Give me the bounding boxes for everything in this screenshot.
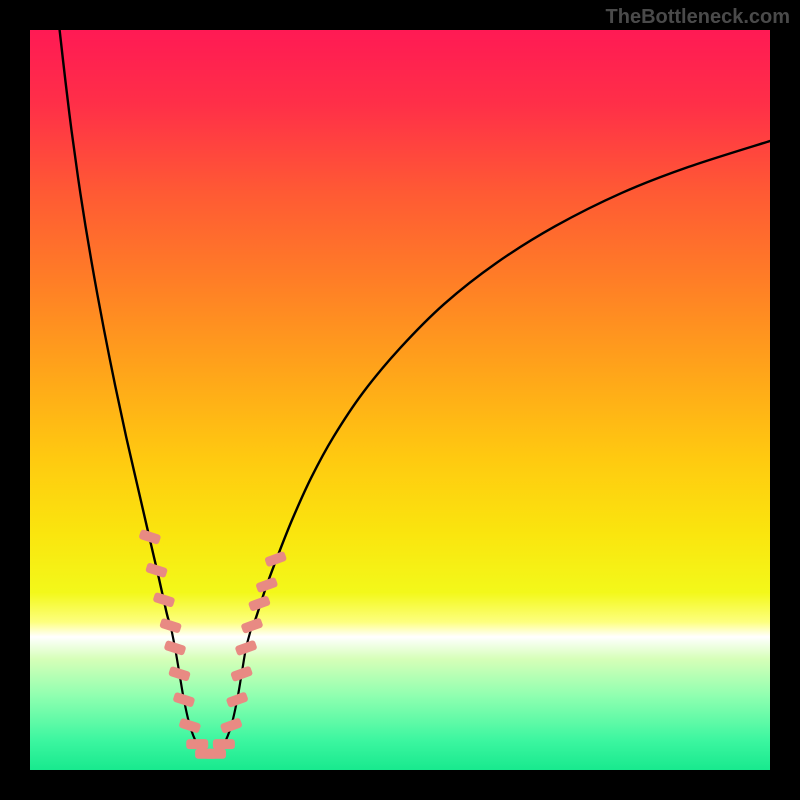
plot-area [30, 30, 770, 770]
chart-svg [30, 30, 770, 770]
chart-frame: TheBottleneck.com [0, 0, 800, 800]
watermark-text: TheBottleneck.com [606, 6, 790, 29]
